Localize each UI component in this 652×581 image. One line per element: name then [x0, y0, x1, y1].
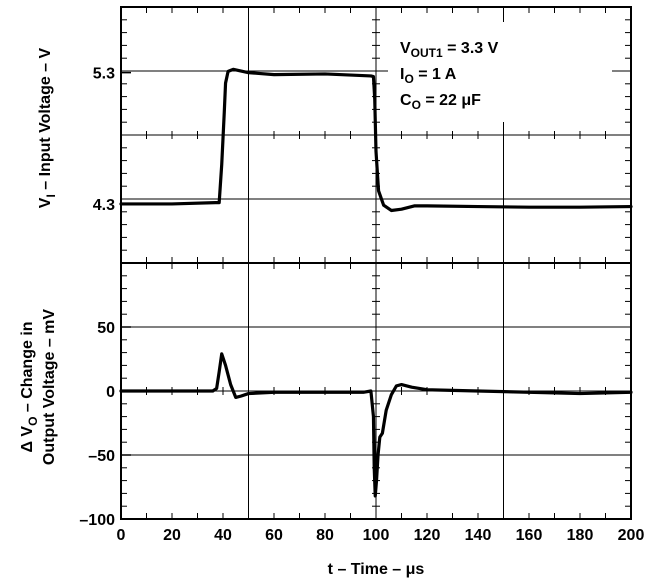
x-tick-labels: 0 20 40 60 80 100 120 140 160 180 200: [117, 527, 645, 544]
bottom-y-tick-label: –50: [88, 448, 115, 465]
top-y-tick-labels: 4.3 5.3: [93, 66, 131, 214]
x-tick-label: 80: [316, 527, 334, 544]
input-voltage-trace: [119, 67, 633, 213]
bottom-y-axis-title-line2: Output Voltage – mV: [41, 309, 58, 465]
output-voltage-change-trace: [119, 352, 633, 498]
bottom-y-tick-labels: –100 –50 0 50: [79, 320, 131, 529]
x-tick-label: 100: [363, 527, 390, 544]
bottom-y-axis-title-line1: Δ VO – Change in: [19, 321, 40, 452]
annotation-box: [388, 22, 612, 122]
x-tick-label: 140: [465, 527, 492, 544]
bottom-y-tick-label: –100: [79, 512, 115, 529]
x-tick-label: 120: [414, 527, 441, 544]
top-y-tick-label: 4.3: [93, 197, 115, 214]
annotation-io: IO = 1 A: [400, 66, 457, 86]
bottom-y-tick-label: 50: [97, 320, 115, 337]
x-tick-label: 200: [618, 527, 645, 544]
top-y-axis-title: VI – Input Voltage – V: [37, 47, 58, 208]
annotation-co: CO = 22 μF: [400, 92, 481, 112]
x-tick-label: 0: [117, 527, 126, 544]
x-tick-label: 40: [214, 527, 232, 544]
x-tick-label: 180: [567, 527, 594, 544]
x-tick-label: 160: [516, 527, 543, 544]
top-y-tick-label: 5.3: [93, 66, 115, 83]
x-axis-title: t – Time – μs: [328, 561, 425, 578]
x-tick-label: 60: [265, 527, 283, 544]
annotation-vout: VOUT1 = 3.3 V: [400, 40, 499, 60]
bottom-y-tick-label: 0: [106, 384, 115, 401]
x-tick-label: 20: [163, 527, 181, 544]
